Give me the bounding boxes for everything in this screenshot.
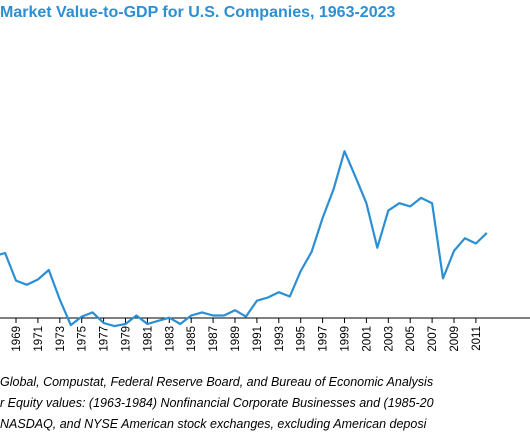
- x-tick-label: 1981: [142, 326, 154, 352]
- x-tick-label: 2007: [427, 326, 439, 352]
- x-tick-label: 2003: [383, 326, 395, 352]
- x-axis-ticks: 1969 1971 1973 1975 1977 1979 1981 1983 1985 1987…: [11, 318, 483, 352]
- x-tick-label: 1991: [252, 326, 264, 352]
- x-tick-label: 2011: [471, 326, 483, 351]
- x-tick-label: 1995: [296, 326, 308, 352]
- x-tick-label: 1997: [318, 326, 330, 352]
- x-tick-label: 1971: [33, 326, 45, 352]
- source-note-line-2: r Equity values: (1963-1984) Nonfinancia…: [0, 396, 434, 410]
- source-note-line-3: NASDAQ, and NYSE American stock exchange…: [0, 417, 427, 431]
- x-tick-label: 1983: [164, 326, 176, 352]
- series-group: [0, 150, 488, 328]
- source-notes: Global, Compustat, Federal Reserve Board…: [0, 372, 530, 435]
- x-tick-label: 1987: [208, 326, 220, 352]
- x-tick-label: 1977: [99, 326, 111, 352]
- line-chart: 1969 1971 1973 1975 1977 1979 1981 1983 1985 1987…: [0, 150, 530, 352]
- x-tick-label: 2001: [361, 326, 373, 352]
- x-tick-label: 1993: [274, 326, 286, 352]
- chart-title: Market Value-to-GDP for U.S. Companies, …: [0, 4, 396, 21]
- x-tick-label: 1969: [11, 326, 23, 352]
- x-tick-label: 1999: [340, 326, 352, 352]
- x-tick-label: 1985: [186, 326, 198, 352]
- x-tick-label: 2005: [405, 326, 417, 352]
- x-tick-label: 2009: [449, 326, 461, 352]
- x-tick-label: 1973: [55, 326, 67, 352]
- series-line-0: [0, 150, 488, 328]
- x-tick-label: 1979: [121, 326, 133, 352]
- x-tick-label: 1975: [77, 326, 89, 352]
- x-tick-label: 1989: [230, 326, 242, 352]
- source-note-line-1: Global, Compustat, Federal Reserve Board…: [0, 375, 434, 389]
